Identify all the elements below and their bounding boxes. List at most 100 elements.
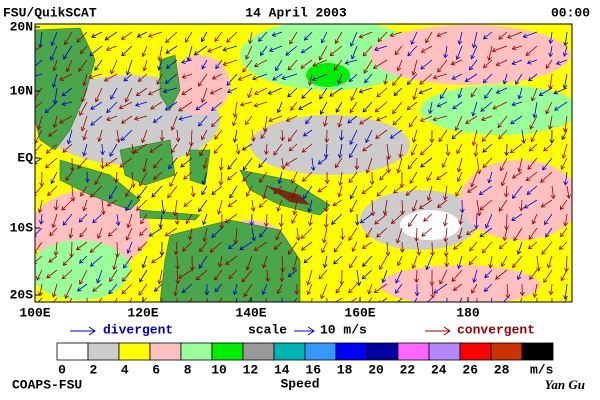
wind-arrow — [426, 171, 433, 182]
wind-arrow — [337, 143, 343, 159]
wind-arrow — [335, 283, 343, 294]
wind-arrow — [232, 101, 238, 118]
wind-arrow — [480, 115, 493, 122]
wind-arrow — [340, 227, 345, 241]
wind-arrow — [161, 297, 163, 302]
colorbar-box — [87, 342, 120, 361]
wind-arrow — [69, 157, 75, 172]
wind-arrow — [456, 171, 463, 183]
wind-arrow — [38, 283, 43, 297]
wind-arrow — [386, 157, 391, 174]
colorbar-box — [242, 342, 275, 361]
wind-arrow — [239, 101, 253, 107]
wind-arrow — [488, 255, 493, 269]
wind-arrow — [287, 241, 298, 255]
wind-arrow — [444, 255, 450, 268]
colorbar-tick: 22 — [400, 362, 416, 377]
wind-arrow — [478, 185, 493, 195]
wind-arrow — [350, 45, 358, 60]
wind-arrow — [362, 45, 373, 57]
colorbar-unit: m/s — [530, 362, 554, 377]
wind-arrow — [530, 129, 538, 143]
wind-arrow — [38, 213, 44, 225]
wind-arrow — [134, 101, 148, 107]
wind-arrow — [526, 59, 538, 65]
wind-arrow — [167, 185, 178, 199]
lon-label: 160E — [344, 305, 375, 320]
wind-arrow — [217, 255, 223, 268]
wind-arrow — [372, 59, 388, 69]
colorbar-tick: 18 — [337, 362, 353, 377]
wind-arrow — [443, 241, 449, 257]
wind-arrow — [265, 269, 271, 282]
wind-arrow — [455, 185, 463, 197]
wind-arrow — [348, 227, 358, 241]
wind-arrow — [114, 171, 119, 184]
wind-arrow — [318, 45, 328, 61]
wind-arrow — [180, 157, 193, 168]
wind-arrow — [414, 297, 418, 302]
wind-arrow — [483, 283, 493, 292]
wind-arrow — [138, 283, 148, 296]
wind-arrow — [536, 255, 541, 272]
wind-arrow — [136, 199, 148, 211]
wind-arrow — [211, 185, 223, 195]
wind-arrow — [563, 171, 569, 186]
convergent-arrow — [425, 326, 451, 336]
scale-value: 10 m/s — [320, 322, 367, 337]
wind-arrow — [98, 297, 103, 302]
lat-label: 10N — [10, 83, 33, 98]
colorbar-box — [149, 342, 182, 361]
wind-arrow — [214, 269, 223, 281]
colorbar-tick: 0 — [58, 362, 66, 377]
wind-arrow — [183, 171, 193, 180]
wind-arrow — [52, 115, 58, 129]
wind-arrow — [245, 45, 253, 60]
wind-arrow — [76, 283, 88, 292]
wind-arrow — [459, 297, 463, 302]
wind-arrow — [260, 45, 268, 57]
wind-arrow — [419, 143, 433, 156]
wind-arrow — [532, 283, 538, 298]
wind-arrow — [258, 31, 268, 42]
wind-arrow — [253, 241, 268, 251]
date: 14 April 2003 — [245, 5, 347, 20]
wind-arrow — [35, 59, 43, 67]
wind-arrow — [358, 87, 373, 94]
wind-arrow — [498, 199, 508, 212]
wind-arrow — [94, 171, 103, 186]
wind-arrow — [464, 73, 478, 82]
wind-arrow — [123, 255, 133, 269]
wind-arrow — [349, 31, 358, 47]
wind-arrow — [65, 171, 73, 182]
wind-arrow — [484, 87, 493, 100]
wind-arrow — [515, 73, 523, 85]
wind-arrow — [392, 115, 403, 126]
wind-arrow — [455, 45, 463, 61]
wind-arrow — [498, 241, 508, 250]
wind-arrow — [241, 143, 253, 151]
wind-arrow — [482, 157, 493, 169]
wind-arrow — [235, 297, 238, 302]
wind-arrow — [377, 31, 388, 43]
wind-arrow — [65, 59, 73, 73]
wind-arrow — [395, 283, 403, 294]
wind-arrow — [242, 157, 253, 171]
wind-arrow — [80, 185, 88, 197]
wind-arrow — [318, 269, 328, 280]
colorbar-label: Speed — [280, 376, 319, 391]
wind-arrow — [173, 283, 179, 297]
wind-arrow — [112, 255, 118, 271]
wind-arrow — [532, 101, 538, 119]
wind-arrow — [540, 171, 553, 183]
wind-arrow — [383, 73, 389, 86]
wind-arrow — [139, 171, 148, 187]
wind-arrow — [211, 101, 223, 111]
wind-arrow — [369, 171, 375, 186]
wind-arrow — [80, 115, 88, 132]
wind-arrow — [433, 283, 448, 294]
wind-arrow — [323, 143, 329, 159]
wind-arrow — [272, 73, 283, 81]
wind-arrow — [472, 269, 478, 283]
wind-arrow — [466, 227, 478, 235]
